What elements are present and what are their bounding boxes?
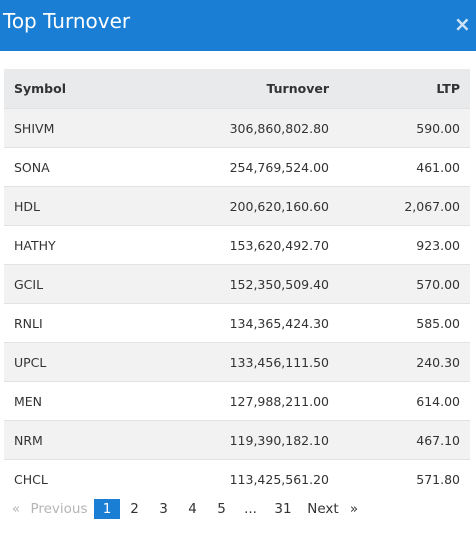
column-header-ltp[interactable]: LTP — [436, 81, 460, 96]
cell-symbol: RNLI — [14, 315, 43, 331]
cell-symbol: MEN — [14, 393, 43, 409]
cell-turnover: 119,390,182.10 — [229, 432, 329, 448]
page-5-button[interactable]: 5 — [217, 501, 226, 517]
table-row[interactable]: GCIL 152,350,509.40 570.00 — [4, 264, 470, 303]
table-header-row: Symbol Turnover LTP — [4, 69, 470, 108]
column-header-turnover[interactable]: Turnover — [266, 81, 330, 96]
cell-turnover: 153,620,492.70 — [229, 237, 329, 253]
table-row[interactable]: UPCL 133,456,111.50 240.30 — [4, 342, 470, 381]
cell-ltp: 585.00 — [416, 315, 460, 331]
table-row[interactable]: RNLI 134,365,424.30 585.00 — [4, 303, 470, 342]
pagination: « Previous 1 2 3 4 5 ... 31 Next » — [8, 498, 363, 520]
next-button[interactable]: Next — [307, 501, 339, 517]
next-arrow-icon[interactable]: » — [349, 501, 359, 517]
table-row[interactable]: SONA 254,769,524.00 461.00 — [4, 147, 470, 186]
cell-ltp: 923.00 — [416, 237, 460, 253]
table-row[interactable]: SHIVM 306,860,802.80 590.00 — [4, 108, 470, 147]
table-row[interactable]: HDL 200,620,160.60 2,067.00 — [4, 186, 470, 225]
cell-ltp: 590.00 — [416, 120, 460, 136]
cell-turnover: 200,620,160.60 — [229, 198, 329, 214]
modal-header: Top Turnover × — [0, 0, 476, 51]
cell-turnover: 306,860,802.80 — [229, 120, 329, 136]
cell-symbol: NRM — [14, 432, 43, 448]
table-row[interactable]: CHCL 113,425,561.20 571.80 — [4, 459, 470, 498]
cell-symbol: GCIL — [14, 276, 44, 292]
table-row[interactable]: HATHY 153,620,492.70 923.00 — [4, 225, 470, 264]
top-turnover-table: Symbol Turnover LTP SHIVM 306,860,802.80 5… — [4, 69, 470, 498]
cell-ltp: 240.30 — [416, 354, 460, 370]
cell-turnover: 127,988,211.00 — [229, 393, 329, 409]
pagination-ellipsis: ... — [244, 501, 257, 517]
cell-ltp: 571.80 — [416, 471, 460, 487]
prev-arrow-icon: « — [11, 501, 21, 517]
previous-button: Previous — [30, 501, 88, 517]
cell-ltp: 570.00 — [416, 276, 460, 292]
cell-symbol: UPCL — [14, 354, 47, 370]
page-3-button[interactable]: 3 — [159, 501, 168, 517]
column-header-symbol[interactable]: Symbol — [14, 81, 66, 96]
page-31-button[interactable]: 31 — [274, 501, 292, 517]
close-icon[interactable]: × — [454, 12, 471, 36]
cell-turnover: 152,350,509.40 — [229, 276, 329, 292]
cell-symbol: HATHY — [14, 237, 56, 253]
cell-symbol: SONA — [14, 159, 50, 175]
page-4-button[interactable]: 4 — [188, 501, 197, 517]
cell-turnover: 113,425,561.20 — [229, 471, 329, 487]
table-row[interactable]: MEN 127,988,211.00 614.00 — [4, 381, 470, 420]
cell-symbol: CHCL — [14, 471, 48, 487]
cell-ltp: 614.00 — [416, 393, 460, 409]
page-1-button[interactable]: 1 — [94, 499, 120, 519]
cell-turnover: 133,456,111.50 — [229, 354, 329, 370]
cell-turnover: 254,769,524.00 — [229, 159, 329, 175]
modal-title: Top Turnover — [3, 9, 131, 33]
page-2-button[interactable]: 2 — [130, 501, 139, 517]
cell-ltp: 467.10 — [416, 432, 460, 448]
cell-ltp: 2,067.00 — [404, 198, 460, 214]
cell-ltp: 461.00 — [416, 159, 460, 175]
cell-symbol: HDL — [14, 198, 40, 214]
cell-symbol: SHIVM — [14, 120, 55, 136]
table-row[interactable]: NRM 119,390,182.10 467.10 — [4, 420, 470, 459]
cell-turnover: 134,365,424.30 — [229, 315, 329, 331]
